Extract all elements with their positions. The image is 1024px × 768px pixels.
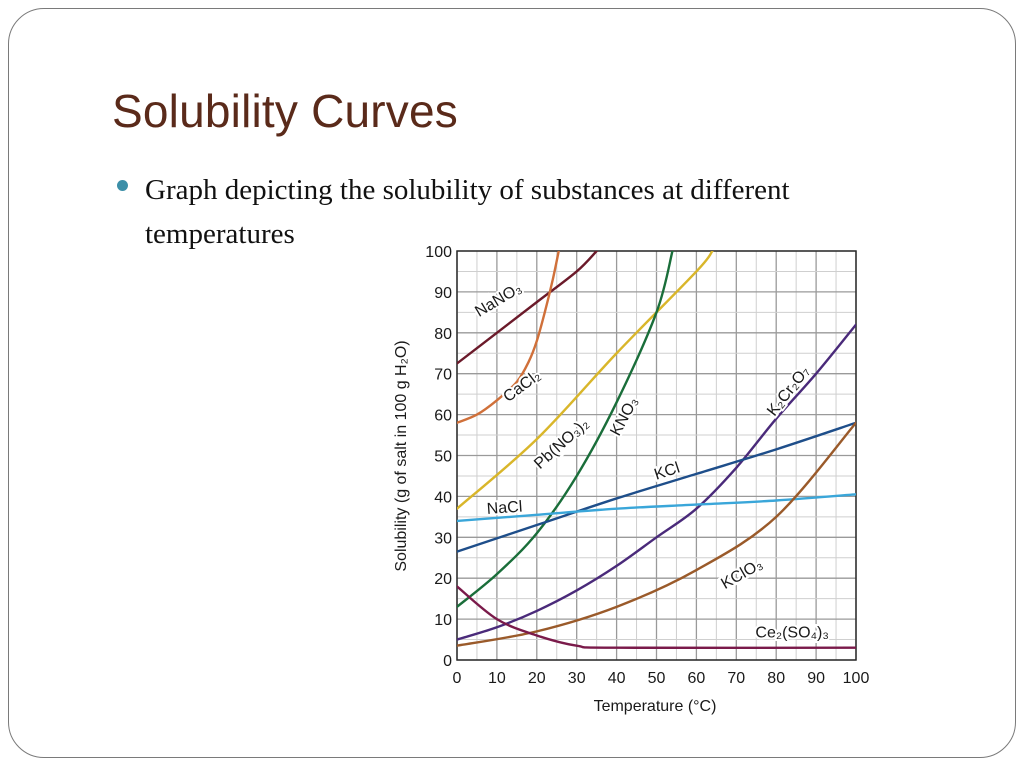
series-line [457,251,598,365]
x-tick-label: 90 [807,670,825,687]
series-line [457,585,856,650]
x-axis-label: Temperature (°C) [594,698,717,715]
y-axis-label: Solubility (g of salt in 100 g H₂O) [393,340,410,571]
x-tick-label: 20 [528,670,546,687]
y-tick-label: 40 [434,489,452,506]
bullet-text: Graph depicting the solubility of substa… [145,174,790,250]
x-tick-label: 30 [568,670,586,687]
y-tick-label: 70 [434,367,452,384]
x-tick-label: 50 [648,670,666,687]
series-line [457,251,560,424]
series-label: NaCl [486,499,523,518]
x-tick-label: 70 [727,670,745,687]
series-line [457,421,856,553]
x-tick-label: 10 [488,670,506,687]
bullet-marker [117,180,128,191]
y-tick-label: 90 [434,285,452,302]
x-tick-label: 100 [843,670,870,687]
y-tick-label: 20 [434,571,452,588]
x-tick-label: 60 [688,670,706,687]
y-tick-label: 30 [434,530,452,547]
chart-tick-labels: 0 10 20 30 40 50 60 70 80 90 100 0 10 20 30 40 50 60 70 80 9… [425,244,869,687]
plot-border [456,250,857,661]
y-tick-label: 80 [434,326,452,343]
y-tick-label: 0 [443,653,452,670]
series-line [457,251,714,510]
chart-curves [457,251,856,650]
y-tick-label: 60 [434,408,452,425]
series-label: Ce₂(SO₄)₃ [755,625,828,642]
x-tick-label: 40 [608,670,626,687]
slide-title: Solubility Curves [112,85,458,137]
y-tick-label: 10 [434,612,452,629]
y-tick-label: 100 [425,244,452,261]
chart-grid [456,250,857,661]
series-line [457,251,674,609]
series-line [457,323,856,641]
y-tick-label: 50 [434,449,452,466]
series-line [457,493,856,523]
x-tick-label: 0 [453,670,462,687]
x-tick-label: 80 [767,670,785,687]
